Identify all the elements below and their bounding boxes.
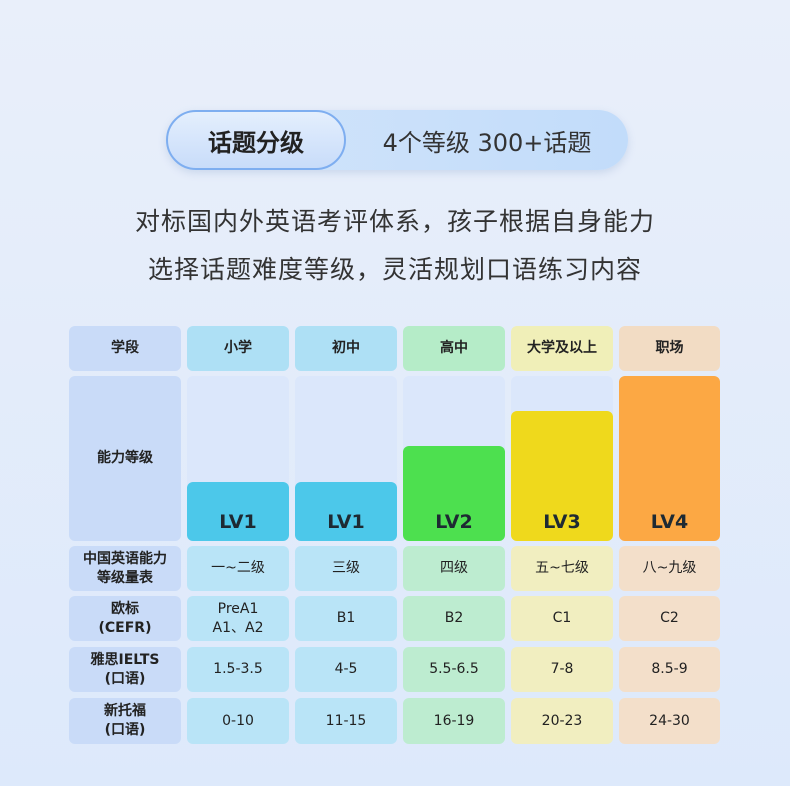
level-bar: LV1 (295, 481, 397, 541)
ielts-cell: 7-8 (511, 647, 613, 692)
level-bar: LV1 (187, 481, 289, 541)
ielts-cell: 8.5-9 (619, 647, 720, 692)
toefl-cell: 20-23 (511, 698, 613, 744)
row-label-toefl: 新托福 (口语) (69, 698, 181, 744)
level-bar: LV3 (511, 411, 613, 541)
ielts-cell: 5.5-6.5 (403, 647, 505, 692)
cefr-cell: B2 (403, 596, 505, 641)
row-label-cse: 中国英语能力 等级量表 (69, 546, 181, 591)
stage-cell: 高中 (403, 326, 505, 371)
cse-cell: 四级 (403, 546, 505, 591)
toefl-cell: 16-19 (403, 698, 505, 744)
toefl-cell: 0-10 (187, 698, 289, 744)
level-bar: LV2 (403, 446, 505, 541)
stage-cell: 初中 (295, 326, 397, 371)
toefl-cell: 11-15 (295, 698, 397, 744)
cefr-cell: B1 (295, 596, 397, 641)
description-line-1: 对标国内外英语考评体系，孩子根据自身能力 (134, 207, 655, 236)
description-line-2: 选择话题难度等级，灵活规划口语练习内容 (147, 255, 642, 284)
stage-cell: 大学及以上 (511, 326, 613, 371)
row-label-cefr: 欧标 (CEFR) (69, 596, 181, 641)
ielts-cell: 4-5 (295, 647, 397, 692)
row-label-ielts: 雅思IELTS (口语) (69, 647, 181, 692)
ielts-cell: 1.5-3.5 (187, 647, 289, 692)
cefr-cell: PreA1 A1、A2 (187, 596, 289, 641)
cefr-cell: C2 (619, 596, 720, 641)
toefl-cell: 24-30 (619, 698, 720, 744)
stage-cell: 职场 (619, 326, 720, 371)
cse-cell: 三级 (295, 546, 397, 591)
cse-cell: 一~二级 (187, 546, 289, 591)
topic-subtitle: 4个等级 300+话题 (382, 128, 592, 157)
topic-badge: 话题分级 (166, 110, 346, 170)
cefr-cell: C1 (511, 596, 613, 641)
cse-cell: 五~七级 (511, 546, 613, 591)
level-bar: LV4 (619, 376, 720, 541)
row-label-stage: 学段 (69, 326, 181, 371)
stage-cell: 小学 (187, 326, 289, 371)
row-label-level: 能力等级 (69, 376, 181, 541)
cse-cell: 八~九级 (619, 546, 720, 591)
